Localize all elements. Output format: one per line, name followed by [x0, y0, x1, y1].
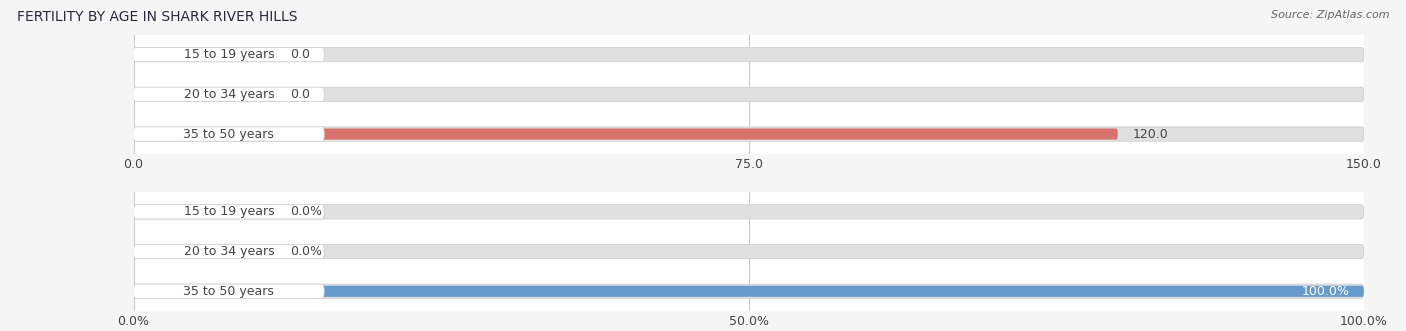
- FancyBboxPatch shape: [134, 47, 325, 62]
- Text: Source: ZipAtlas.com: Source: ZipAtlas.com: [1271, 10, 1389, 20]
- FancyBboxPatch shape: [134, 89, 276, 100]
- FancyBboxPatch shape: [134, 206, 276, 217]
- FancyBboxPatch shape: [134, 244, 1364, 259]
- Text: 120.0: 120.0: [1133, 127, 1168, 141]
- FancyBboxPatch shape: [134, 286, 1364, 297]
- FancyBboxPatch shape: [134, 284, 325, 299]
- FancyBboxPatch shape: [134, 47, 1364, 62]
- Text: 100.0%: 100.0%: [1301, 285, 1350, 298]
- FancyBboxPatch shape: [134, 49, 276, 60]
- Text: 35 to 50 years: 35 to 50 years: [183, 285, 274, 298]
- FancyBboxPatch shape: [134, 205, 1364, 219]
- FancyBboxPatch shape: [134, 127, 325, 141]
- Text: 20 to 34 years: 20 to 34 years: [184, 245, 274, 258]
- Text: 15 to 19 years: 15 to 19 years: [184, 205, 274, 218]
- Text: 0.0: 0.0: [290, 48, 309, 61]
- Text: 15 to 19 years: 15 to 19 years: [184, 48, 274, 61]
- FancyBboxPatch shape: [134, 244, 325, 259]
- Text: 20 to 34 years: 20 to 34 years: [184, 88, 274, 101]
- FancyBboxPatch shape: [134, 205, 325, 219]
- Text: 0.0%: 0.0%: [290, 245, 322, 258]
- Text: 0.0: 0.0: [290, 88, 309, 101]
- FancyBboxPatch shape: [134, 246, 276, 257]
- FancyBboxPatch shape: [134, 87, 1364, 102]
- FancyBboxPatch shape: [134, 128, 1118, 140]
- FancyBboxPatch shape: [134, 284, 1364, 299]
- Text: FERTILITY BY AGE IN SHARK RIVER HILLS: FERTILITY BY AGE IN SHARK RIVER HILLS: [17, 10, 298, 24]
- FancyBboxPatch shape: [134, 127, 1364, 141]
- Text: 35 to 50 years: 35 to 50 years: [183, 127, 274, 141]
- Text: 0.0%: 0.0%: [290, 205, 322, 218]
- FancyBboxPatch shape: [134, 87, 325, 102]
